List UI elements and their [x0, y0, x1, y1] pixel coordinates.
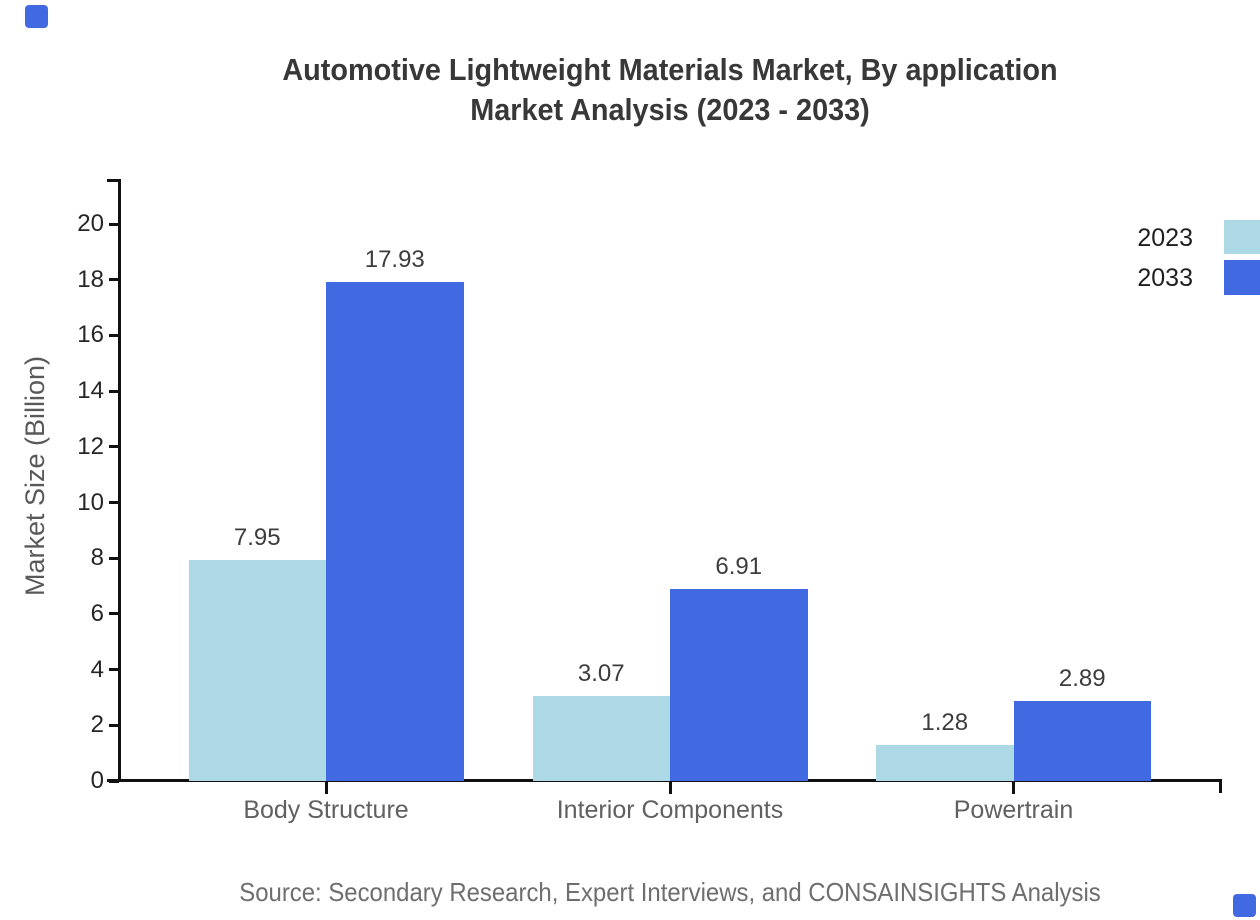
bar-2023-powertrain	[876, 745, 1014, 781]
bar-value-label: 6.91	[715, 552, 763, 580]
y-tick-mark	[109, 668, 119, 672]
bar-2033-powertrain	[1013, 700, 1151, 781]
bar-2023-interior-components	[532, 695, 670, 781]
x-category-label: Interior Components	[556, 796, 784, 824]
y-tick-mark	[109, 222, 119, 226]
y-tick-label: 16	[77, 321, 104, 349]
y-tick-label: 20	[77, 210, 104, 237]
y-tick-label: 14	[77, 377, 104, 405]
x-category-label: Body Structure	[243, 796, 409, 824]
x-tick-mark	[1012, 781, 1015, 794]
y-tick-mark	[109, 333, 119, 337]
corner-accent-bottom-right	[1233, 894, 1256, 917]
y-tick-label: 6	[90, 599, 104, 627]
source-note: Source: Secondary Research, Expert Inter…	[239, 877, 1101, 907]
x-tick-mark	[324, 781, 328, 794]
x-tick-mark	[668, 781, 672, 794]
y-tick-label: 0	[90, 767, 104, 794]
y-tick-label: 18	[77, 265, 104, 293]
legend-swatch-2033	[1224, 260, 1260, 295]
y-tick-mark	[109, 723, 119, 727]
y-tick-mark	[109, 501, 119, 504]
legend-label-2023: 2023	[1137, 224, 1193, 252]
bar-value-label: 1.28	[921, 709, 969, 737]
corner-accent-top-left	[25, 5, 48, 28]
x-axis-end-cap	[1219, 779, 1222, 793]
y-tick-mark	[109, 445, 119, 449]
y-axis-label: Market Size (Billion)	[20, 355, 50, 597]
bar-2033-body-structure	[326, 281, 464, 781]
y-tick-label: 12	[77, 432, 104, 460]
x-category-label: Powertrain	[953, 796, 1074, 824]
y-tick-mark	[109, 556, 119, 560]
legend-label-2033: 2033	[1137, 264, 1193, 292]
y-axis-line	[118, 179, 121, 782]
bar-value-label: 7.95	[233, 523, 281, 551]
bar-value-label: 3.07	[577, 659, 625, 687]
y-tick-label: 8	[90, 544, 104, 572]
legend-swatch-2023	[1224, 220, 1260, 254]
y-tick-mark	[109, 389, 119, 393]
y-tick-mark	[109, 779, 119, 783]
chart-title-line2: Market Analysis (2023 - 2033)	[470, 92, 870, 127]
y-tick-label: 2	[90, 711, 104, 739]
bar-2033-interior-components	[670, 588, 808, 781]
chart-title-line1: Automotive Lightweight Materials Market,…	[282, 52, 1058, 87]
y-tick-label: 4	[90, 655, 104, 683]
bar-2023-body-structure	[188, 559, 326, 781]
y-tick-mark	[109, 612, 119, 616]
chart-title: Automotive Lightweight Materials Market,…	[121, 50, 1218, 130]
y-tick-label: 10	[77, 488, 104, 516]
bar-value-label: 2.89	[1058, 664, 1106, 692]
y-axis-end-cap	[107, 179, 120, 182]
bar-value-label: 17.93	[364, 245, 425, 273]
y-tick-mark	[109, 278, 119, 282]
